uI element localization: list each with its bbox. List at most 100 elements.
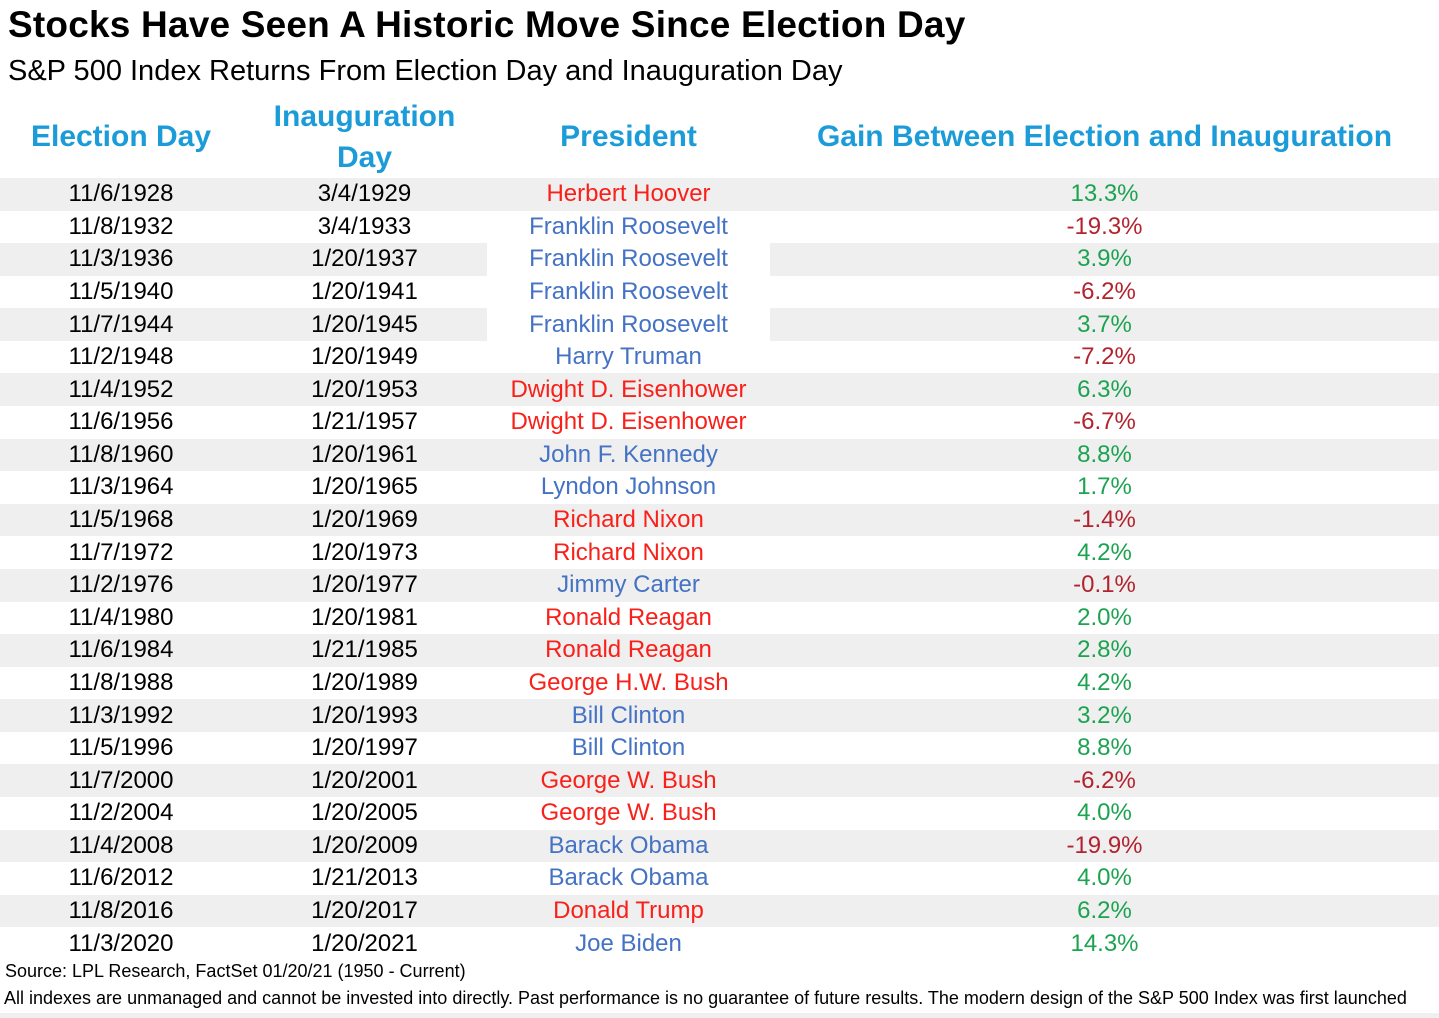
- page-title: Stocks Have Seen A Historic Move Since E…: [8, 4, 966, 45]
- cell-inauguration-day: 1/20/1997: [311, 734, 418, 762]
- cell-president: Jimmy Carter: [557, 571, 700, 599]
- cell-president: John F. Kennedy: [539, 440, 718, 468]
- cell-election-day: 11/4/2008: [68, 831, 174, 859]
- cell-election-day: 11/6/1928: [68, 180, 174, 208]
- cell-president: Bill Clinton: [571, 701, 686, 729]
- cell-election-day: 11/4/1980: [68, 603, 174, 631]
- bottom-cropped-stripe: [0, 1013, 1439, 1018]
- cell-inauguration-day: 3/4/1929: [317, 180, 412, 208]
- cell-president: Donald Trump: [553, 897, 704, 924]
- table-row: 11/3/1936 1/20/1937 Franklin Roosevelt 3.9%: [0, 243, 1439, 276]
- cell-election-day: 11/8/2016: [68, 897, 174, 924]
- cell-gain: 2.8%: [1077, 636, 1132, 664]
- cell-inauguration-day: 1/20/1973: [311, 538, 418, 566]
- cell-election-day: 11/8/1932: [68, 212, 174, 240]
- table-row: 11/4/1952 1/20/1953 Dwight D. Eisenhower 6.…: [0, 373, 1439, 407]
- table-row: 11/5/1968 1/20/1969 Richard Nixon -1.4%: [0, 503, 1439, 537]
- disclaimer-note: All indexes are unmanaged and cannot be …: [4, 988, 1407, 1008]
- table-row: 11/5/1940 1/20/1941 Franklin Roosevelt -6.2…: [0, 276, 1439, 309]
- cell-election-day: 11/7/1944: [68, 310, 174, 338]
- cell-inauguration-day: 3/4/1933: [317, 212, 412, 240]
- cell-president: Bill Clinton: [571, 734, 686, 762]
- cell-election-day: 11/3/2020: [68, 929, 174, 957]
- cell-inauguration-day: 1/21/1957: [311, 408, 418, 436]
- table-header-row: Election Day Inauguration Day President …: [0, 96, 1439, 178]
- cell-president: Richard Nixon: [553, 538, 704, 566]
- cell-president: George H.W. Bush: [528, 668, 729, 696]
- table-row: 11/4/2008 1/20/2009 Barack Obama -19.9%: [0, 829, 1439, 863]
- cell-gain: 3.2%: [1077, 701, 1132, 729]
- cell-inauguration-day: 1/20/2005: [311, 799, 418, 827]
- table-row: 11/6/1928 3/4/1929 Herbert Hoover 13.3%: [0, 178, 1439, 211]
- cell-gain: 13.3%: [1070, 180, 1139, 208]
- cell-president: Harry Truman: [555, 343, 702, 371]
- cell-inauguration-day: 1/20/1977: [311, 571, 418, 599]
- table-row: 11/7/1972 1/20/1973 Richard Nixon 4.2%: [0, 536, 1439, 569]
- cell-election-day: 11/6/1956: [68, 408, 174, 436]
- table-row: 11/6/1956 1/21/1957 Dwight D. Eisenhower -6…: [0, 406, 1439, 439]
- table-row: 11/4/1980 1/20/1981 Ronald Reagan 2.0%: [0, 602, 1439, 635]
- table-row: 11/6/2012 1/21/2013 Barack Obama 4.0%: [0, 862, 1439, 895]
- cell-president: Joe Biden: [575, 929, 682, 957]
- cell-gain: -0.1%: [1073, 571, 1136, 599]
- cell-gain: -1.4%: [1073, 506, 1136, 534]
- cell-inauguration-day: 1/20/1989: [311, 668, 418, 696]
- cell-election-day: 11/7/2000: [68, 766, 174, 794]
- cell-inauguration-day: 1/20/1949: [311, 343, 418, 371]
- cell-gain: 4.0%: [1077, 864, 1132, 892]
- cell-inauguration-day: 1/20/1945: [311, 310, 418, 338]
- cell-gain: 4.0%: [1077, 799, 1132, 827]
- cell-election-day: 11/8/1960: [68, 440, 174, 468]
- cell-gain: 14.3%: [1070, 929, 1139, 957]
- cell-election-day: 11/2/1976: [68, 571, 174, 599]
- table-row: 11/8/1932 3/4/1933 Franklin Roosevelt -19.3…: [0, 211, 1439, 244]
- cell-president: Franklin Roosevelt: [529, 212, 728, 240]
- source-note: Source: LPL Research, FactSet 01/20/21 (…: [5, 961, 466, 981]
- cell-election-day: 11/3/1992: [68, 701, 174, 729]
- table-row: 11/3/1992 1/20/1993 Bill Clinton 3.2%: [0, 699, 1439, 732]
- column-header-election-day: Election Day: [30, 120, 212, 154]
- table-row: 11/8/1960 1/20/1961 John F. Kennedy 8.8%: [0, 438, 1439, 472]
- table-row: 11/3/2020 1/20/2021 Joe Biden 14.3%: [0, 927, 1439, 960]
- cell-president: Herbert Hoover: [546, 180, 711, 208]
- column-header-gain: Gain Between Election and Inauguration: [816, 120, 1393, 154]
- table-row: 11/2/1976 1/20/1977 Jimmy Carter -0.1%: [0, 568, 1439, 602]
- cell-president: Barack Obama: [548, 864, 709, 892]
- cell-election-day: 11/2/2004: [68, 799, 174, 827]
- table-row: 11/2/2004 1/20/2005 George W. Bush 4.0%: [0, 797, 1439, 830]
- cell-inauguration-day: 1/20/2021: [311, 929, 418, 957]
- cell-gain: -19.3%: [1066, 212, 1143, 240]
- cell-election-day: 11/7/1972: [68, 538, 174, 566]
- cell-inauguration-day: 1/20/1937: [311, 245, 418, 273]
- cell-gain: 8.8%: [1077, 734, 1132, 762]
- cell-election-day: 11/3/1936: [68, 245, 174, 273]
- cell-gain: -19.9%: [1066, 831, 1143, 859]
- cell-gain: 8.8%: [1077, 440, 1132, 468]
- table-row: 11/8/1988 1/20/1989 George H.W. Bush 4.2%: [0, 667, 1439, 700]
- cell-president: Franklin Roosevelt: [529, 278, 728, 306]
- cell-election-day: 11/5/1968: [68, 506, 174, 534]
- cell-gain: 4.2%: [1077, 538, 1132, 566]
- cell-gain: -6.2%: [1073, 278, 1136, 306]
- cell-inauguration-day: 1/20/1981: [311, 603, 418, 631]
- column-header-inauguration-day: Inauguration Day: [273, 99, 456, 174]
- cell-president: Richard Nixon: [553, 506, 704, 534]
- cell-inauguration-day: 1/20/1965: [311, 473, 418, 501]
- table-row: 11/8/2016 1/20/2017 Donald Trump 6.2%: [0, 894, 1439, 928]
- cell-inauguration-day: 1/20/2017: [311, 897, 418, 924]
- cell-inauguration-day: 1/20/2009: [311, 831, 418, 859]
- cell-gain: -7.2%: [1073, 343, 1136, 371]
- cell-inauguration-day: 1/20/1969: [311, 506, 418, 534]
- table-row: 11/6/1984 1/21/1985 Ronald Reagan 2.8%: [0, 634, 1439, 667]
- cell-inauguration-day: 1/21/1985: [311, 636, 418, 664]
- cell-president: George W. Bush: [540, 799, 717, 827]
- cell-election-day: 11/5/1996: [68, 734, 174, 762]
- cell-gain: 1.7%: [1077, 473, 1132, 501]
- cell-president: Dwight D. Eisenhower: [510, 375, 747, 403]
- cell-president: Ronald Reagan: [545, 603, 712, 631]
- cell-election-day: 11/8/1988: [68, 668, 174, 696]
- cell-election-day: 11/5/1940: [68, 278, 174, 306]
- cell-gain: 2.0%: [1077, 603, 1132, 631]
- cell-inauguration-day: 1/20/1993: [311, 701, 418, 729]
- cell-gain: 3.9%: [1077, 245, 1132, 273]
